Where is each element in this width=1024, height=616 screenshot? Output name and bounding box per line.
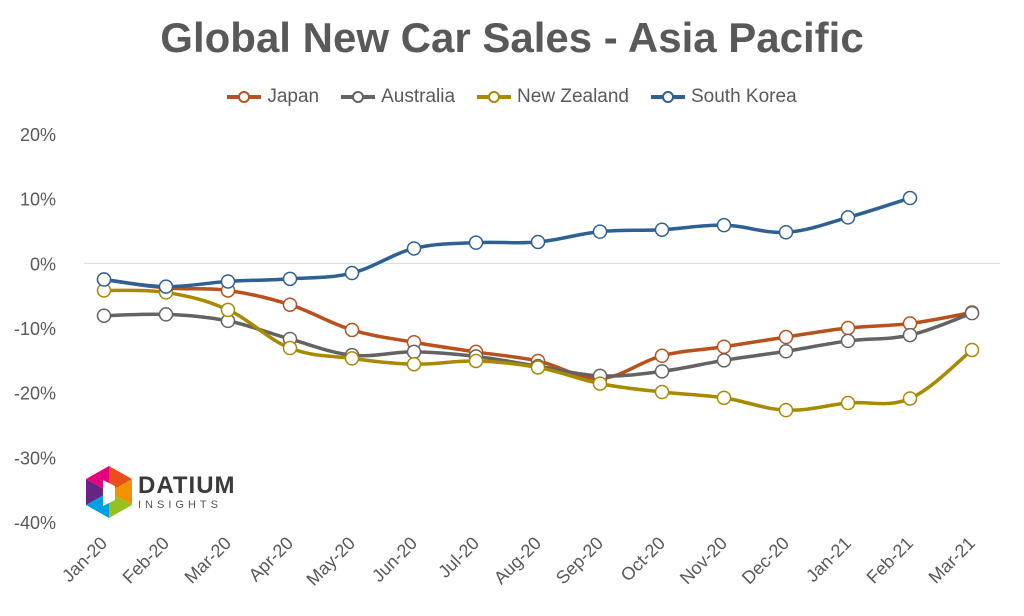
- data-point-south-korea: [902, 190, 918, 206]
- legend-label-south-korea: South Korea: [691, 86, 797, 107]
- y-tick-label: 0%: [30, 254, 56, 274]
- data-point-new-zealand: [840, 395, 856, 411]
- data-point-australia: [840, 333, 856, 349]
- legend-item-japan[interactable]: Japan: [227, 86, 319, 108]
- data-point-australia: [778, 344, 794, 359]
- data-point-new-zealand: [592, 376, 608, 391]
- data-point-south-korea: [406, 241, 422, 256]
- data-point-south-korea: [468, 235, 484, 250]
- data-point-australia: [716, 353, 732, 368]
- data-point-japan: [778, 329, 794, 345]
- data-point-japan: [282, 297, 298, 312]
- y-tick-label: -30%: [14, 448, 56, 468]
- data-point-new-zealand: [716, 390, 732, 406]
- x-tick-label: Aug-20: [490, 533, 545, 588]
- y-tick-label: -10%: [14, 319, 56, 339]
- data-point-japan: [654, 348, 670, 364]
- legend: Japan Australia New Zealand South Korea: [0, 86, 1024, 108]
- x-tick-label: May-20: [302, 533, 359, 590]
- legend-marker-new-zealand: [477, 91, 512, 103]
- data-point-new-zealand: [530, 360, 546, 375]
- legend-marker-japan: [227, 91, 262, 103]
- data-point-south-korea: [778, 225, 794, 240]
- legend-marker-australia: [341, 91, 376, 103]
- legend-label-australia: Australia: [381, 86, 456, 107]
- legend-label-japan: Japan: [267, 86, 320, 107]
- data-point-south-korea: [220, 274, 236, 289]
- x-tick-label: Jan-20: [58, 533, 111, 586]
- data-point-new-zealand: [220, 302, 236, 318]
- x-tick-label: Feb-20: [119, 533, 173, 587]
- x-tick-label: Mar-20: [181, 533, 235, 587]
- data-point-south-korea: [716, 217, 732, 233]
- data-point-new-zealand: [344, 351, 360, 366]
- data-point-new-zealand: [406, 356, 422, 372]
- data-point-south-korea: [96, 272, 112, 287]
- datium-logo: DATIUM INSIGHTS: [86, 466, 236, 518]
- x-tick-label: Jan-21: [802, 533, 855, 586]
- data-point-australia: [406, 344, 422, 360]
- x-tick-label: Feb-21: [863, 533, 917, 587]
- data-point-south-korea: [282, 271, 298, 287]
- x-tick-label: Dec-20: [738, 533, 793, 588]
- y-tick-label: -20%: [14, 384, 56, 404]
- legend-label-new-zealand: New Zealand: [517, 86, 629, 107]
- data-point-south-korea: [530, 234, 546, 250]
- data-point-australia: [96, 308, 112, 323]
- data-point-south-korea: [158, 279, 174, 294]
- legend-item-new-zealand[interactable]: New Zealand: [477, 86, 629, 108]
- x-tick-label: Jul-20: [434, 533, 483, 582]
- data-point-new-zealand: [282, 340, 298, 356]
- y-tick-label: 20%: [20, 125, 56, 145]
- y-tick-label: 10%: [20, 190, 56, 210]
- data-point-australia: [902, 327, 918, 343]
- logo-name: DATIUM: [138, 471, 236, 499]
- data-point-japan: [716, 339, 732, 355]
- legend-item-south-korea[interactable]: South Korea: [651, 86, 797, 108]
- x-tick-label: Apr-20: [245, 533, 297, 585]
- logo-subtitle: INSIGHTS: [138, 498, 222, 511]
- data-point-australia: [158, 307, 174, 322]
- data-point-new-zealand: [902, 391, 918, 406]
- datium-logo-icon: [86, 466, 132, 518]
- x-tick-label: Nov-20: [676, 533, 731, 588]
- data-point-australia: [654, 364, 670, 379]
- x-tick-label: Oct-20: [617, 533, 669, 585]
- x-tick-label: Sep-20: [552, 533, 607, 588]
- y-tick-label: -40%: [14, 513, 56, 533]
- chart-title: Global New Car Sales - Asia Pacific: [160, 14, 864, 61]
- x-tick-label: Jun-20: [368, 533, 421, 586]
- data-point-japan: [344, 322, 360, 338]
- data-point-new-zealand: [964, 342, 980, 358]
- data-point-south-korea: [840, 210, 856, 225]
- x-tick-label: Mar-21: [925, 533, 979, 587]
- legend-item-australia[interactable]: Australia: [341, 86, 455, 108]
- data-point-new-zealand: [778, 402, 794, 418]
- data-point-south-korea: [592, 224, 608, 239]
- data-point-new-zealand: [654, 384, 670, 400]
- data-point-new-zealand: [468, 353, 484, 369]
- data-point-australia: [964, 305, 980, 321]
- legend-marker-south-korea: [651, 91, 685, 103]
- series-line-south-korea: [102, 196, 912, 289]
- data-point-south-korea: [344, 265, 360, 281]
- data-point-japan: [840, 320, 856, 336]
- data-point-south-korea: [654, 222, 670, 237]
